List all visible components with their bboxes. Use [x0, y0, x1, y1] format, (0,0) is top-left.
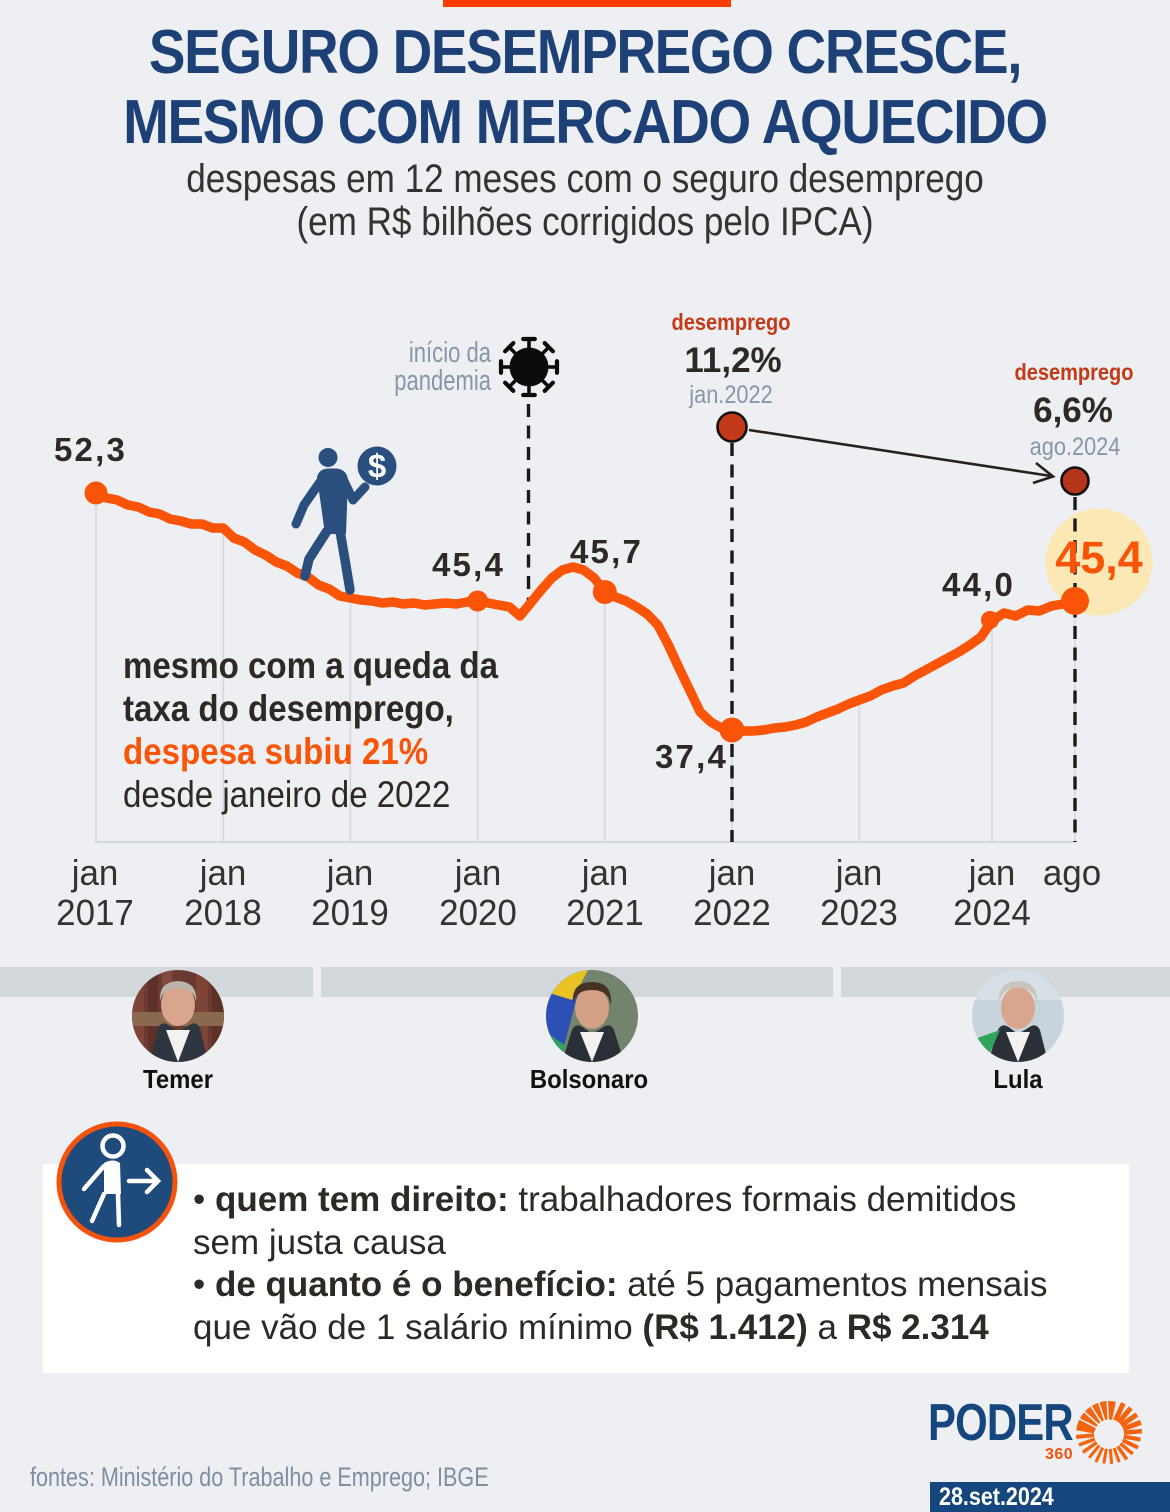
svg-text:$: $ [368, 448, 386, 485]
